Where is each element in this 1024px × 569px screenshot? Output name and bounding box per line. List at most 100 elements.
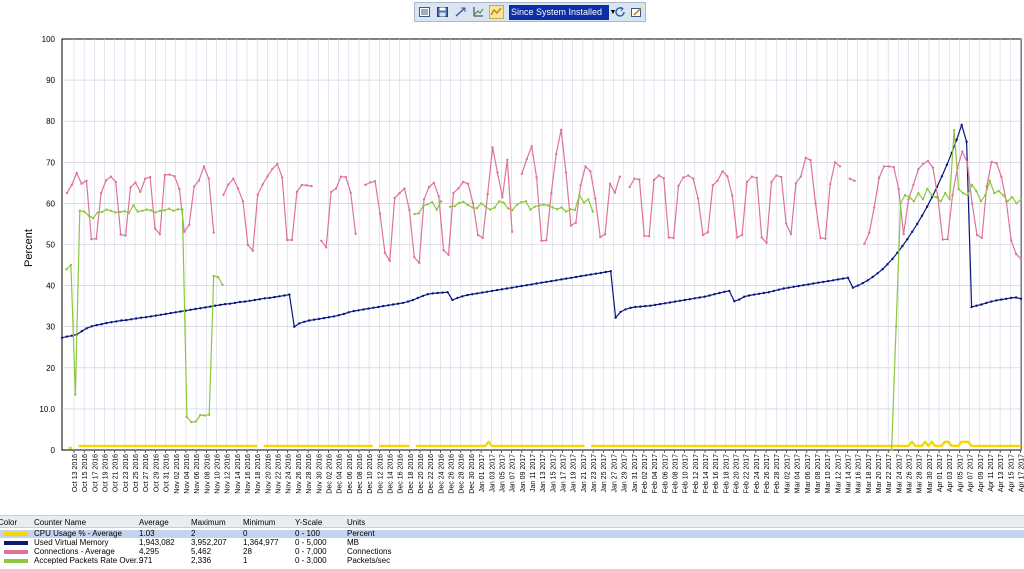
data-point	[69, 263, 73, 267]
properties-icon[interactable]	[417, 5, 432, 19]
chart-icon[interactable]	[471, 5, 486, 19]
data-point	[863, 242, 866, 245]
data-point	[921, 198, 925, 201]
chevron-down-icon[interactable]: ▼	[609, 9, 617, 16]
x-tick-label: Jan 09 2017	[520, 454, 527, 493]
data-point	[703, 295, 706, 298]
data-point	[471, 206, 474, 209]
data-point	[881, 268, 884, 271]
data-point	[232, 177, 235, 180]
data-point	[134, 317, 138, 320]
x-tick-label: Nov 22 2016	[276, 454, 283, 494]
data-point	[481, 291, 484, 294]
data-point	[357, 309, 360, 312]
data-point	[984, 194, 987, 197]
data-point	[253, 298, 256, 302]
data-point	[649, 304, 652, 307]
data-point	[731, 194, 734, 197]
x-tick-label: Dec 20 2016	[418, 454, 425, 494]
data-point	[604, 270, 607, 274]
x-tick-label: Apr 05 2017	[957, 454, 964, 492]
data-point	[176, 208, 180, 211]
minimum-value: 1,364,977	[243, 538, 279, 547]
data-point	[118, 210, 122, 214]
data-point	[227, 183, 230, 186]
data-point	[144, 316, 148, 319]
data-point	[633, 177, 636, 180]
data-point	[894, 325, 898, 328]
data-point	[599, 235, 602, 239]
x-tick-label: Jan 19 2017	[571, 454, 578, 493]
data-point	[574, 221, 577, 224]
data-point	[555, 152, 558, 156]
edit-icon[interactable]	[629, 5, 644, 19]
data-point	[726, 175, 729, 178]
data-point	[406, 300, 410, 303]
data-point	[911, 230, 914, 233]
zoom-icon[interactable]	[453, 5, 468, 19]
x-tick-label: Jan 27 2017	[611, 454, 618, 493]
data-point	[164, 312, 167, 316]
data-point	[540, 281, 543, 284]
time-range-select[interactable]: Since System Installed	[509, 5, 609, 20]
data-point	[1006, 200, 1009, 203]
data-point	[129, 186, 132, 189]
x-tick-label: Mar 30 2017	[927, 454, 934, 493]
data-point	[352, 309, 355, 313]
data-point	[401, 301, 405, 305]
data-point	[236, 187, 240, 190]
data-point	[251, 249, 254, 252]
data-point	[158, 233, 162, 236]
y-axis: 0 10.0 20 30 40 50 60 70 80 90 100	[39, 35, 55, 455]
y-tick-label: 0	[51, 446, 56, 455]
data-point	[490, 289, 494, 293]
data-point	[491, 146, 494, 149]
data-point	[378, 212, 382, 215]
data-point	[115, 320, 118, 323]
data-point	[308, 319, 311, 322]
x-tick-label: Feb 24 2017	[754, 454, 761, 493]
data-point	[908, 196, 911, 199]
data-point	[723, 290, 726, 293]
data-point	[662, 177, 665, 180]
data-point	[833, 161, 837, 164]
highlight-icon[interactable]	[489, 5, 504, 19]
data-point	[538, 204, 541, 207]
data-point	[105, 321, 108, 325]
data-point	[876, 272, 879, 275]
data-point	[565, 277, 568, 280]
legend-row[interactable]: Accepted Packets Rate Over... 971 2,336 1 0 …	[0, 557, 1024, 565]
data-point	[123, 210, 126, 213]
data-point	[706, 231, 710, 234]
counter-name: CPU Usage % - Average	[34, 529, 122, 538]
data-point	[993, 191, 996, 195]
data-point	[451, 298, 454, 302]
x-tick-label: Jan 31 2017	[632, 454, 639, 493]
maximum-value: 2	[191, 529, 196, 538]
data-point	[644, 304, 647, 308]
data-point	[654, 303, 657, 307]
data-point	[550, 191, 553, 195]
legend-row[interactable]: Used Virtual Memory 1,943,082 3,952,207 1,3…	[0, 539, 1024, 547]
data-point	[172, 209, 175, 212]
data-point	[442, 249, 445, 252]
data-point	[619, 310, 622, 314]
legend-row[interactable]: CPU Usage % - Average 1.03 2 0 0 - 100 Percen…	[0, 530, 1024, 538]
y-axis-label: Percent	[23, 229, 35, 267]
data-point	[283, 294, 286, 297]
data-point	[657, 174, 661, 177]
x-tick-label: Nov 14 2016	[235, 454, 242, 494]
data-point	[369, 181, 372, 184]
x-tick-label: Oct 29 2016	[153, 454, 160, 492]
data-point	[168, 173, 171, 176]
data-point	[248, 299, 251, 302]
y-tick-label: 70	[46, 158, 55, 167]
data-point	[755, 176, 758, 180]
refresh-icon[interactable]	[613, 5, 628, 19]
save-icon[interactable]	[435, 5, 450, 19]
data-point	[130, 318, 133, 321]
data-point	[775, 174, 778, 177]
data-point	[461, 295, 464, 298]
data-point	[453, 205, 456, 208]
legend-row[interactable]: Connections - Average 4,295 5,462 28 0 - 7,0…	[0, 548, 1024, 556]
